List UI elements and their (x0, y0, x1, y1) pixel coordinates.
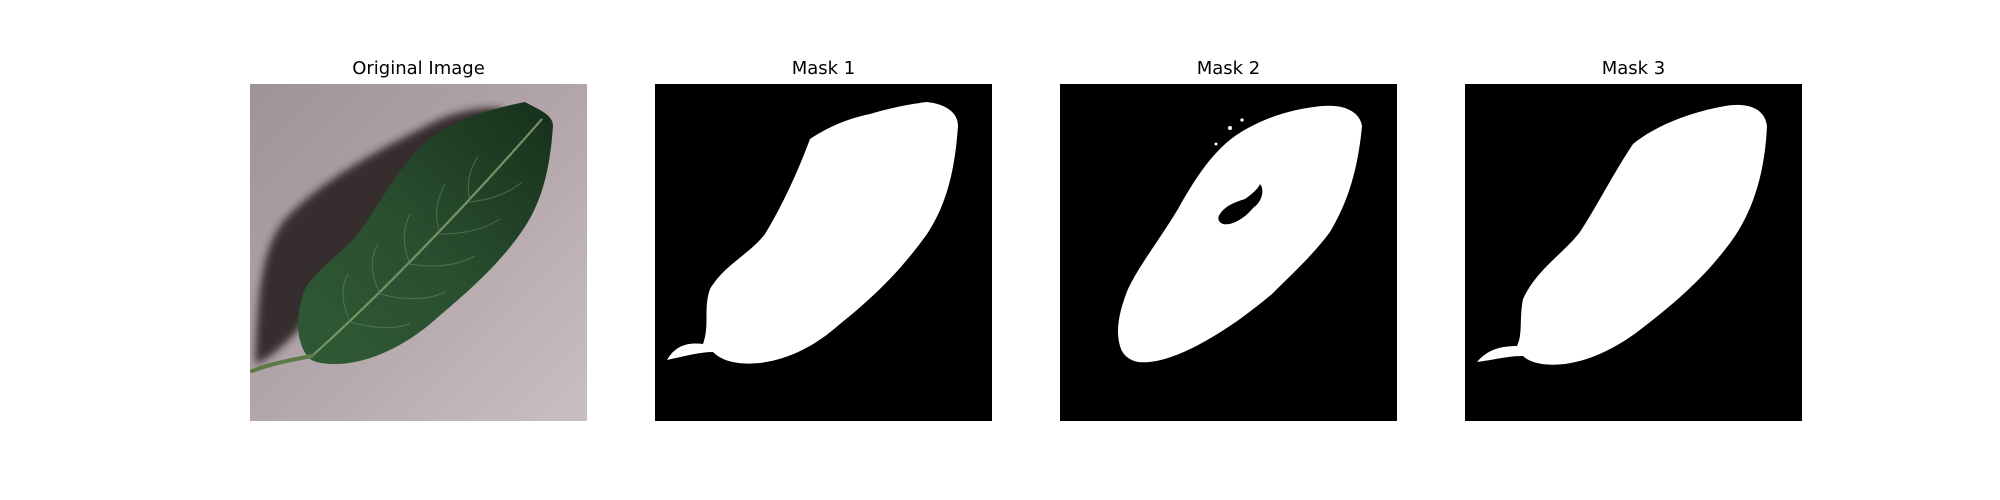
leaf-veins (342, 155, 523, 328)
panel-title: Original Image (352, 58, 485, 79)
panel-title: Mask 3 (1601, 58, 1666, 79)
panel-original-image: Original Image (250, 0, 587, 500)
panel-title: Mask 2 (1196, 58, 1261, 79)
panel-mask-3: Mask 3 (1465, 0, 1802, 500)
panel-mask-1: Mask 1 (655, 0, 992, 500)
original-leaf-photo (250, 84, 587, 421)
panel-mask-2: Mask 2 (1060, 0, 1397, 500)
mask-3-image (1465, 84, 1802, 421)
mask-leaf-region (667, 102, 958, 364)
leaf-petiole (250, 354, 314, 373)
leaf-midrib (311, 118, 543, 357)
mask-leaf-region (1117, 105, 1362, 363)
mask-speckles (1168, 118, 1244, 281)
mask-1-image (655, 84, 992, 421)
mask-hole (1218, 184, 1263, 225)
mask-2-image (1060, 84, 1397, 421)
leaf-blade (298, 102, 553, 364)
panel-title: Mask 1 (791, 58, 856, 79)
mask-leaf-region (1477, 104, 1767, 365)
